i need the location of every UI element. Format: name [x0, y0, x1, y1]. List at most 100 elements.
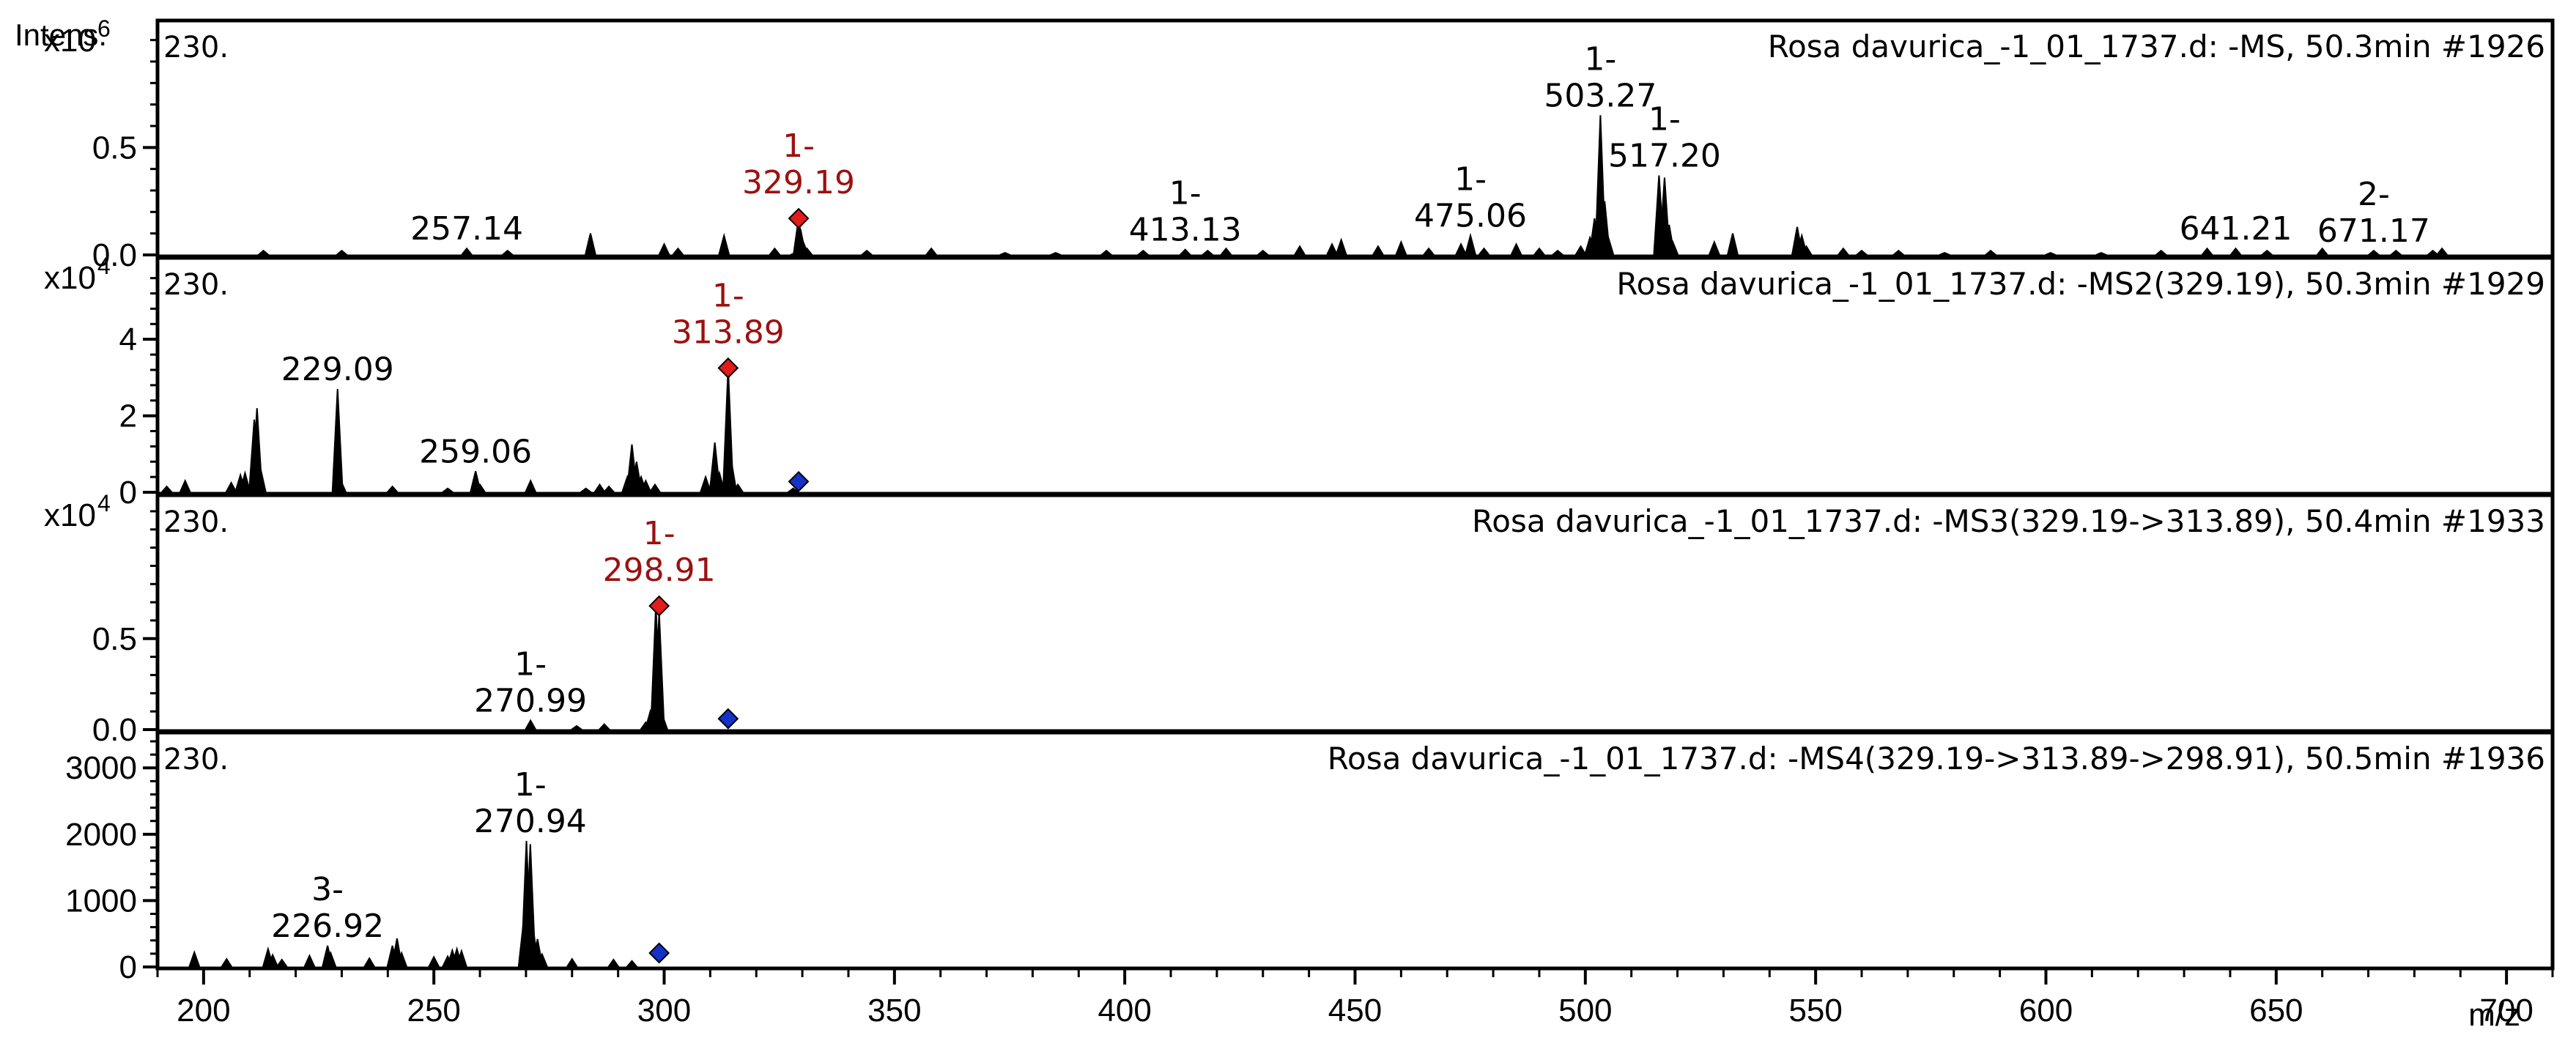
peak-213: [256, 249, 271, 256]
y-tick-label: 0: [119, 949, 137, 985]
peak-charge-226.92: 3-: [311, 871, 344, 908]
y-tick-label: 0.0: [92, 712, 137, 748]
peak-198: [188, 950, 201, 968]
peak-293: [625, 960, 639, 968]
peak-241: [385, 485, 399, 493]
peak-641.21: [2229, 247, 2243, 256]
x-tick-label: 650: [2249, 993, 2303, 1028]
peak-413.13: [1178, 248, 1193, 256]
peak-648: [2259, 249, 2274, 256]
peaks-series: [158, 606, 2553, 732]
peak-430: [1256, 249, 1270, 256]
x-tick-label: 350: [867, 993, 921, 1028]
selected-precursor-marker: [717, 357, 739, 379]
peak-568: [1891, 249, 1906, 256]
peak-684: [2425, 249, 2440, 256]
peak-charge-475.06: 1-: [1454, 161, 1487, 199]
x-axis: 200 250 300 350 400 450 500 550 600 650 700: [156, 968, 2554, 1028]
peak-635: [2200, 247, 2214, 256]
peak-charge-413.13: 1-: [1169, 175, 1202, 212]
panel-tag: 230.: [163, 31, 229, 64]
y-multiplier: x10: [44, 23, 96, 59]
peak-230: [334, 249, 349, 256]
peak-253: [440, 487, 456, 493]
peak-236: [363, 957, 376, 968]
peak-676: [2388, 249, 2404, 256]
peaks-series: [158, 115, 2553, 257]
peak-283: [578, 487, 593, 493]
selected-precursor-marker: [648, 595, 670, 617]
y-tick-label: 2: [119, 399, 137, 434]
peak-270.99: [524, 719, 537, 730]
peak-229.09: [331, 389, 344, 493]
peak-205: [220, 957, 234, 968]
peaks-series: [158, 840, 2553, 969]
x-tick-label: 550: [1788, 993, 1842, 1028]
panel-title: Rosa davurica_-1_01_1737.d: -MS2(329.19)…: [1616, 266, 2545, 302]
peak-445: [1325, 242, 1339, 256]
y-tick-label: 0.0: [92, 237, 137, 273]
y-multiplier-exponent: 4: [97, 253, 111, 279]
y-tick-label: 2000: [65, 817, 137, 853]
peak-label-259.06: 259.06: [419, 433, 532, 470]
peak-label-475.06: 475.06: [1414, 198, 1527, 235]
peak-358: [925, 247, 939, 256]
peak-344: [859, 249, 874, 256]
peak-label-503.27: 503.27: [1544, 77, 1657, 114]
panel-tag: 230.: [163, 268, 229, 302]
peak-label-517.20: 517.20: [1608, 137, 1721, 174]
peak-label-270.94: 270.94: [474, 803, 587, 840]
peak-532: [1726, 233, 1739, 256]
y-tick-label: 3000: [65, 750, 137, 786]
peak-289: [607, 958, 621, 968]
peak-438: [1293, 245, 1306, 256]
peak-455: [1372, 245, 1385, 256]
peak-250: [427, 955, 440, 968]
peak-266: [500, 249, 515, 256]
panel-title: Rosa davurica_-1_01_1737.d: -MS, 50.3min…: [1768, 29, 2545, 64]
peak-charge-671.17: 2-: [2358, 176, 2390, 213]
peak-charge-270.94: 1-: [514, 766, 547, 804]
peak-490: [1532, 247, 1547, 256]
panel-tag: 230.: [163, 743, 229, 776]
peak-196: [179, 478, 192, 493]
y-multiplier-exponent: 4: [97, 490, 111, 516]
peaks-series: [158, 368, 2553, 494]
x-tick-label: 300: [637, 993, 691, 1028]
peak-313: [717, 232, 730, 256]
x-tick-label: 500: [1558, 993, 1612, 1028]
peak-257.14: [460, 247, 474, 256]
peak-396: [1099, 249, 1114, 256]
peak-556: [1836, 247, 1850, 256]
peak-label-257.14: 257.14: [410, 210, 523, 248]
peak-303: [671, 247, 685, 256]
peak-284: [584, 233, 597, 256]
x-tick-label: 450: [1328, 993, 1382, 1028]
peak-label-298.91: 298.91: [603, 552, 716, 589]
x-tick-label: 600: [2019, 993, 2073, 1028]
peak-label-229.09: 229.09: [281, 351, 394, 388]
peak-475.06: [1464, 232, 1477, 256]
peak-281: [569, 724, 585, 730]
x-axis-label: m/z: [2468, 997, 2520, 1033]
peak-217: [275, 958, 289, 968]
peak-label-270.99: 270.99: [474, 683, 587, 720]
peak-300: [657, 242, 671, 256]
y-axis-label: Intens.: [15, 18, 107, 52]
peak-447: [1335, 237, 1348, 256]
selected-precursor-marker: [788, 207, 810, 229]
peak-label-641.21: 641.21: [2180, 210, 2292, 248]
peak-label-313.89: 313.89: [672, 314, 785, 351]
peak-478: [1477, 247, 1491, 256]
peak-charge-270.99: 1-: [514, 646, 547, 683]
peak-528: [1708, 240, 1721, 256]
peak-404: [1136, 249, 1151, 256]
parent-ion-marker: [648, 942, 670, 964]
peak-192: [160, 485, 174, 493]
peak-625: [2153, 249, 2169, 256]
x-tick-label: 200: [177, 993, 230, 1028]
